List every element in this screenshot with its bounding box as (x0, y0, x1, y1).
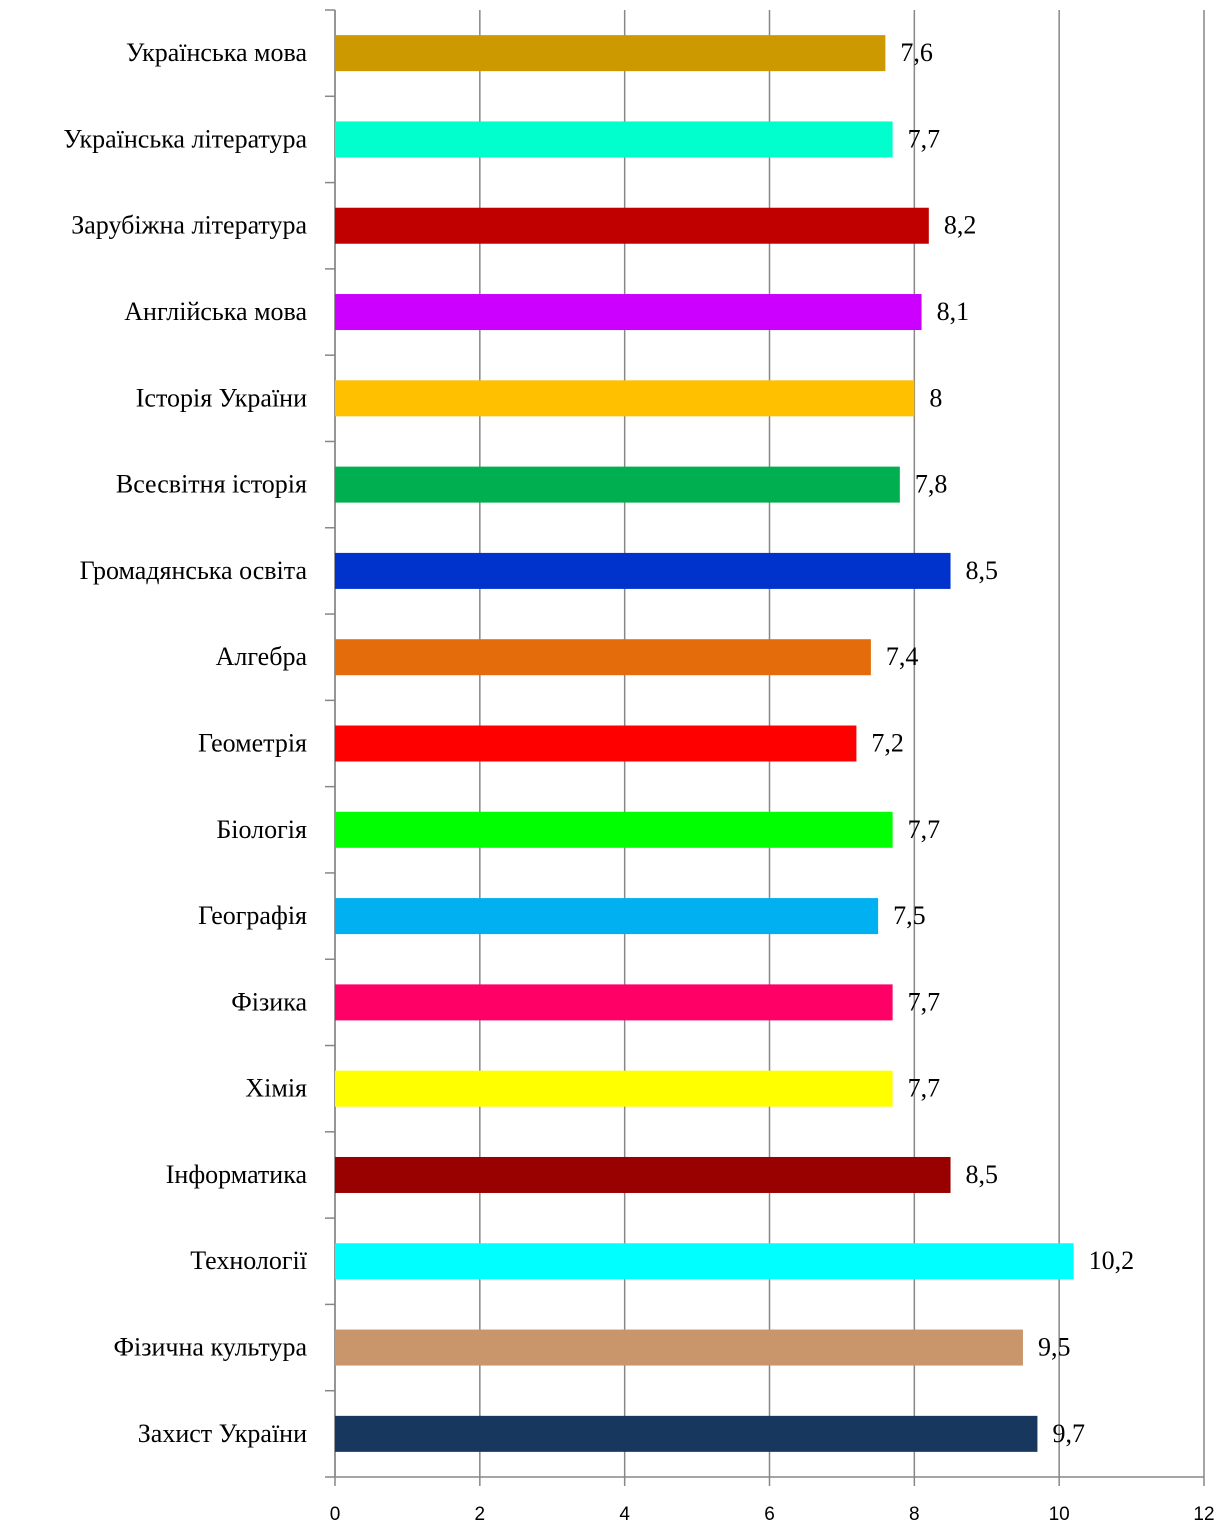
bar (335, 466, 900, 503)
y-tick-label: Українська література (63, 124, 307, 153)
value-label: 7,6 (900, 38, 933, 67)
value-label: 8,5 (966, 556, 999, 585)
bar (335, 552, 951, 589)
y-tick-label: Хімія (245, 1074, 307, 1103)
y-tick-label: Зарубіжна література (71, 211, 307, 240)
bar (335, 121, 893, 158)
y-tick-label: Захист України (138, 1419, 307, 1448)
x-tick-label: 4 (619, 1504, 630, 1525)
value-label: 10,2 (1089, 1246, 1135, 1275)
x-tick-label: 12 (1193, 1504, 1214, 1525)
bar (335, 35, 886, 72)
value-label: 7,7 (908, 815, 941, 844)
x-tick-label: 6 (764, 1504, 775, 1525)
y-tick-label: Геометрія (198, 728, 307, 757)
bar (335, 1415, 1038, 1452)
value-label: 8,5 (966, 1160, 999, 1189)
bar (335, 725, 857, 762)
bar (335, 207, 929, 244)
value-label: 7,5 (893, 901, 926, 930)
y-tick-label: Технології (190, 1246, 308, 1275)
value-label: 8,2 (944, 211, 977, 240)
value-label: 7,4 (886, 642, 919, 671)
y-tick-label: Географія (198, 901, 307, 930)
bar (335, 984, 893, 1021)
bar (335, 639, 871, 676)
x-tick-label: 2 (475, 1504, 486, 1525)
value-label: 7,7 (908, 987, 941, 1016)
x-tick-label: 10 (1049, 1504, 1070, 1525)
x-tick-label: 8 (909, 1504, 920, 1525)
y-tick-label: Історія України (136, 383, 307, 412)
bar (335, 1329, 1023, 1366)
y-tick-label: Фізична культура (113, 1333, 307, 1362)
y-tick-label: Алгебра (216, 642, 308, 671)
bar (335, 380, 915, 417)
x-tick-label: 0 (330, 1504, 341, 1525)
y-tick-label: Фізика (231, 987, 307, 1016)
y-tick-label: Інформатика (166, 1160, 308, 1189)
y-tick-label: Українська мова (126, 38, 307, 67)
value-label: 9,7 (1052, 1419, 1085, 1448)
value-label: 8,1 (937, 297, 970, 326)
bar (335, 1070, 893, 1107)
value-label: 8 (929, 383, 942, 412)
y-tick-label: Англійська мова (124, 297, 307, 326)
y-tick-label: Громадянська освіта (80, 556, 308, 585)
bar (335, 898, 879, 935)
value-label: 7,8 (915, 470, 948, 499)
bar (335, 811, 893, 848)
value-label: 9,5 (1038, 1333, 1071, 1362)
bar (335, 1156, 951, 1193)
y-tick-label: Всесвітня історія (116, 470, 307, 499)
value-label: 7,7 (908, 124, 941, 153)
value-label: 7,7 (908, 1074, 941, 1103)
y-tick-label: Біологія (216, 815, 307, 844)
bar (335, 1243, 1074, 1280)
bar (335, 294, 922, 331)
value-label: 7,2 (871, 728, 904, 757)
